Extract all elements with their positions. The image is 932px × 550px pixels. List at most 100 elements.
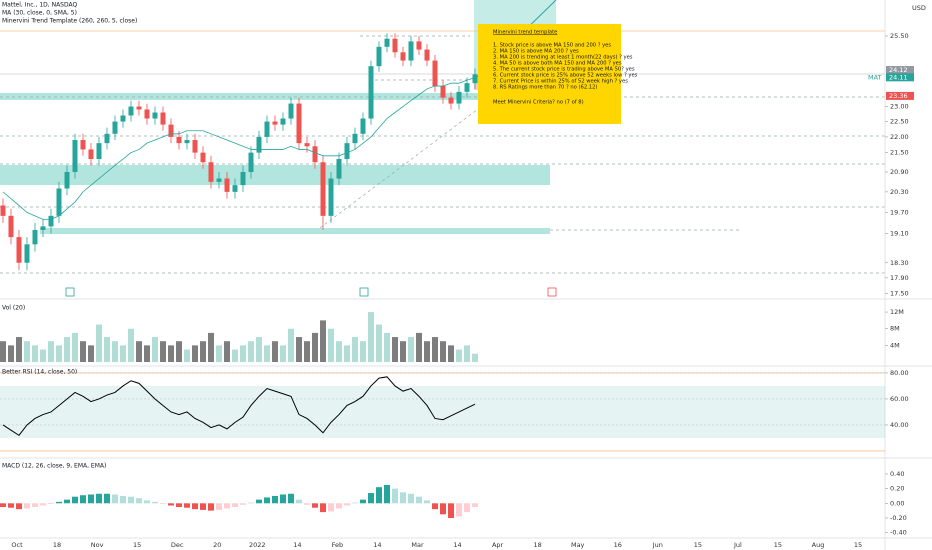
zone (0, 93, 548, 100)
candle-body (48, 215, 54, 227)
candle-body (248, 152, 254, 172)
volume-bar (32, 345, 38, 362)
macd-bar (112, 494, 118, 504)
macd-bar (464, 503, 470, 513)
candle-body (168, 124, 174, 137)
macd-bar (176, 503, 182, 507)
price-tag (886, 66, 914, 75)
info-line: 5. The current stock price is trading ab… (493, 67, 635, 73)
info-line: 7. Current Price is within 25% of 52 wee… (493, 79, 628, 85)
candle-body (40, 226, 46, 230)
candle-body (88, 149, 94, 160)
volume-bar (192, 345, 198, 362)
volume-bar (96, 324, 102, 362)
candle-body (16, 237, 22, 263)
ma-line (2, 77, 476, 220)
volume-bar (304, 341, 310, 362)
volume-bar (424, 341, 430, 362)
macd-bar (376, 487, 382, 504)
candle-body (176, 136, 182, 144)
y-tick-label: -0.20 (890, 514, 907, 522)
marks (0, 33, 885, 518)
candle-body (296, 103, 302, 144)
y-tick-label: 17.90 (890, 274, 909, 282)
volume-bar (400, 341, 406, 362)
candle-body (0, 205, 6, 216)
rsi-line (2, 376, 476, 437)
macd-bar (240, 503, 246, 505)
volume-bar (88, 345, 94, 362)
macd-bar (248, 502, 254, 504)
candle-body (24, 244, 30, 263)
candle-body (456, 91, 462, 104)
x-tick-label: 15 (774, 541, 782, 549)
candle-body (352, 133, 358, 144)
volume-bar (432, 337, 438, 362)
pane-title: Vol (20) (2, 305, 25, 312)
macd-bar (280, 494, 286, 504)
y-tick-label: 25.50 (890, 32, 909, 40)
volume-bar (264, 345, 270, 362)
macd-bar (384, 484, 390, 504)
macd-bar (328, 503, 334, 512)
macd-bar (408, 493, 414, 504)
candle-body (104, 133, 110, 144)
macd-bar (128, 496, 134, 504)
earnings-icon (359, 287, 369, 297)
candle-body (144, 109, 150, 119)
candle-body (200, 152, 206, 163)
candle-body (240, 171, 246, 186)
candle-body (56, 188, 62, 216)
volume-bar (384, 332, 390, 362)
candle-body (120, 115, 126, 122)
rsi-band (0, 385, 885, 438)
volume-bar (104, 337, 110, 362)
macd-bar (272, 495, 278, 504)
macd-bar (424, 500, 430, 504)
x-tick-label: 15 (133, 541, 141, 549)
y-tick-label: 0.00 (890, 499, 904, 507)
macd-bar (96, 493, 102, 504)
macd-bar (40, 503, 46, 506)
y-tick-label: 20.90 (890, 168, 909, 176)
volume-bar (368, 312, 374, 362)
info-line: 8. RS Ratings more than 70 ? no (62.12) (493, 85, 597, 91)
volume-bar (312, 332, 318, 362)
x-tick-label: 2022 (249, 541, 266, 549)
volume-bar (176, 341, 182, 362)
macd-bar (416, 496, 422, 504)
volume-bar (56, 345, 62, 362)
volume-bar (16, 337, 22, 362)
macd-bar (352, 502, 358, 504)
macd-bar (288, 493, 294, 504)
macd-bar (232, 503, 238, 507)
candle-body (136, 106, 142, 110)
macd-bar (24, 503, 30, 509)
macd-bar (224, 503, 230, 509)
candle-body (408, 41, 414, 61)
volume-bar (320, 320, 326, 362)
currency: USD (912, 4, 926, 12)
volume-bar (168, 345, 174, 362)
volume-bar (456, 349, 462, 362)
candle-body (272, 121, 278, 125)
candle-body (344, 143, 350, 160)
x-tick-label: Feb (332, 541, 344, 549)
y-tick-label: 18.30 (890, 259, 909, 267)
candle-body (304, 143, 310, 147)
volume-bar (216, 345, 222, 362)
macd-bar (440, 503, 446, 515)
volume-bar (160, 341, 166, 362)
y-tick-label: 0.20 (890, 485, 904, 493)
y-tick-label: 40.00 (890, 421, 909, 429)
macd-bar (136, 498, 142, 504)
macd-bar (320, 503, 326, 513)
candle-body (264, 121, 270, 137)
macd-bar (120, 495, 126, 504)
price-tag-label: 24.12 (889, 66, 908, 74)
info-line: 1. Stock price is above MA 150 and 200 ?… (493, 43, 611, 49)
macd-bar (304, 503, 310, 505)
macd-bar (448, 503, 454, 518)
macd-bar (80, 495, 86, 504)
